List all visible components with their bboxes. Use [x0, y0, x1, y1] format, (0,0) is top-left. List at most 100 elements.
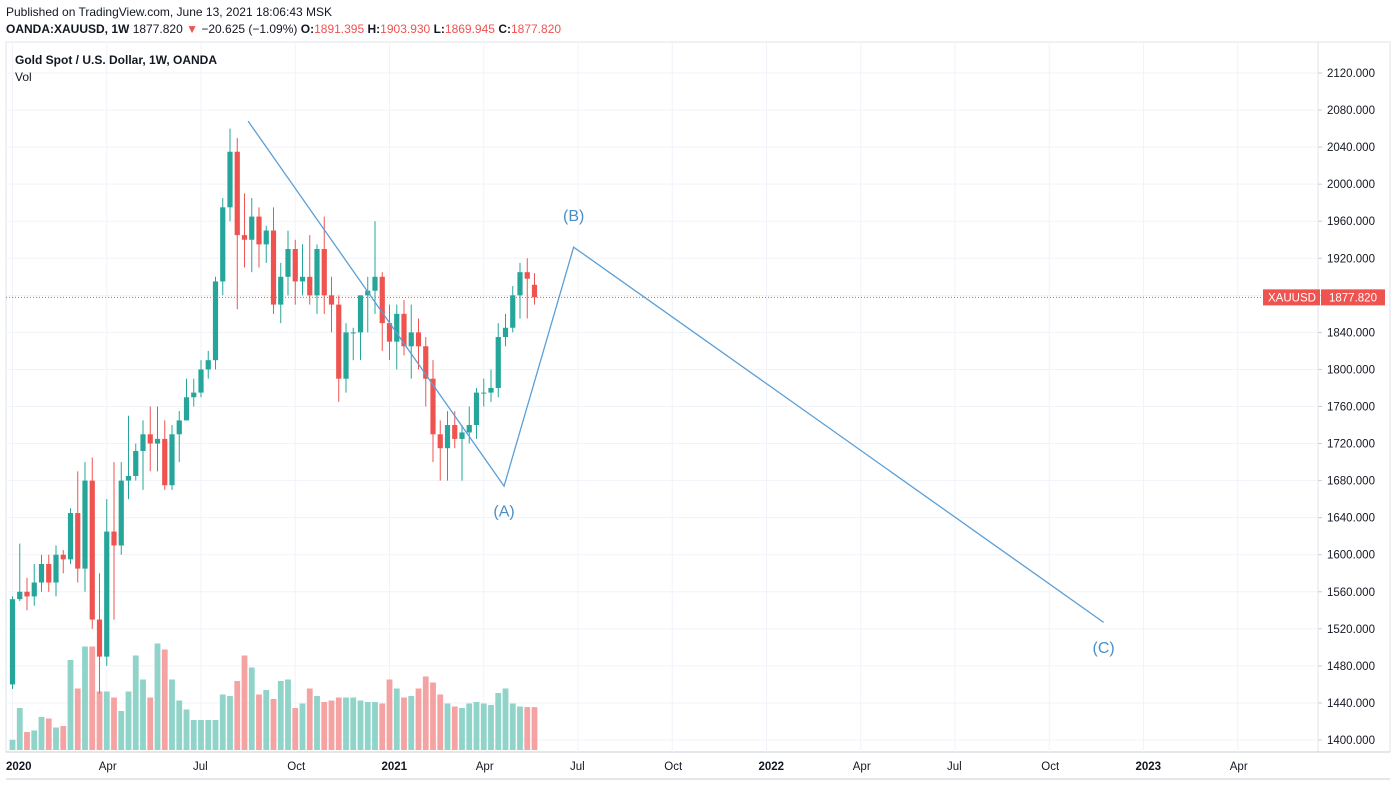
volume-bar	[263, 690, 270, 750]
volume-bar	[205, 720, 212, 750]
y-tick-label: 2000.000	[1327, 179, 1375, 191]
candle-down	[89, 480, 95, 620]
volume-bar	[74, 688, 81, 750]
x-tick-label: 2022	[759, 761, 785, 773]
y-tick-label: 1440.000	[1327, 698, 1375, 710]
candle-down	[321, 249, 327, 296]
volume-bar	[292, 708, 299, 750]
candle-down	[256, 216, 262, 245]
candle-up	[133, 450, 139, 476]
candle-up	[394, 313, 400, 342]
candle-up	[466, 425, 472, 433]
volume-bar	[488, 705, 494, 750]
candle-down	[401, 313, 407, 347]
volume-bar	[154, 643, 161, 750]
volume-bar	[306, 688, 313, 750]
published-line: Published on TradingView.com, June 13, 2…	[6, 5, 332, 19]
volume-bar	[328, 700, 335, 750]
volume-bar	[524, 707, 531, 750]
candle-up	[38, 563, 45, 583]
candle-down	[415, 332, 422, 347]
candle-up	[372, 276, 378, 291]
volume-bar	[89, 646, 96, 750]
volume-bar	[314, 696, 320, 750]
price-axis	[1317, 41, 1391, 753]
candle-down	[75, 513, 81, 569]
volume-bar	[531, 707, 538, 750]
y-tick-label: 1600.000	[1327, 550, 1375, 562]
candle-down	[46, 563, 52, 583]
plot-area	[5, 41, 1319, 753]
volume-bar	[495, 693, 502, 750]
volume-bar	[321, 702, 328, 750]
candle-up	[227, 151, 233, 208]
volume-bar	[393, 688, 400, 750]
volume-bar	[379, 703, 386, 750]
volume-bar	[437, 694, 444, 750]
volume-bar	[219, 694, 226, 750]
candle-up	[118, 480, 124, 546]
x-tick-label: Oct	[287, 761, 306, 773]
candle-up	[154, 438, 161, 444]
volume-bar	[183, 709, 190, 750]
candle-down	[292, 249, 298, 282]
candle-down	[336, 304, 342, 379]
volume-bar	[335, 697, 342, 750]
volume-bar	[364, 702, 371, 750]
candle-up	[125, 475, 132, 481]
volume-bar	[270, 699, 277, 750]
candle-up	[314, 249, 320, 296]
volume-bar	[147, 697, 154, 750]
candle-up	[9, 599, 16, 685]
candle-up	[408, 332, 414, 347]
volume-bar	[517, 706, 523, 750]
volume-bar	[118, 711, 125, 750]
volume-bar	[169, 679, 175, 750]
volume-bar	[140, 679, 146, 750]
x-tick-label: 2023	[1136, 761, 1162, 773]
candle-down	[430, 378, 436, 435]
volume-bar	[386, 679, 393, 750]
x-tick-label: Jul	[570, 761, 585, 773]
candle-up	[481, 392, 487, 394]
x-tick-label: Jul	[947, 761, 962, 773]
candle-down	[423, 346, 429, 379]
wave-label: (C)	[1093, 640, 1115, 657]
volume-bar	[430, 682, 436, 750]
volume-bar	[53, 727, 59, 750]
low-label: L:	[433, 22, 445, 36]
volume-bar	[422, 676, 429, 750]
candle-up	[488, 387, 494, 393]
high-label: H:	[367, 22, 381, 36]
candle-up	[365, 290, 371, 296]
candle-down	[111, 531, 117, 546]
candle-down	[96, 619, 103, 657]
y-tick-label: 1640.000	[1327, 513, 1375, 525]
volume-bar	[111, 697, 117, 750]
candle-up	[220, 207, 226, 282]
candle-up	[82, 480, 88, 569]
candle-up	[350, 332, 356, 334]
candle-up	[444, 425, 451, 449]
pane-title: Gold Spot / U.S. Dollar, 1W, OANDA	[15, 53, 218, 67]
volume-bar	[132, 655, 139, 750]
volume-bar	[408, 696, 415, 750]
candle-up	[205, 360, 211, 370]
volume-bar	[415, 688, 422, 750]
volume-bar	[343, 697, 349, 750]
y-tick-label: 2120.000	[1327, 68, 1375, 80]
volume-bar	[125, 691, 132, 750]
candle-up	[198, 369, 204, 393]
volume-bar	[67, 660, 74, 750]
volume-bar	[473, 702, 480, 750]
candle-up	[191, 392, 197, 398]
volume-bar	[277, 681, 284, 750]
candle-down	[241, 235, 248, 240]
volume-bar	[350, 697, 357, 750]
volume-bar	[502, 688, 509, 750]
candle-up	[212, 281, 219, 361]
candle-down	[162, 438, 168, 486]
down-arrow-icon: ▼	[186, 22, 198, 36]
candle-up	[343, 332, 349, 379]
